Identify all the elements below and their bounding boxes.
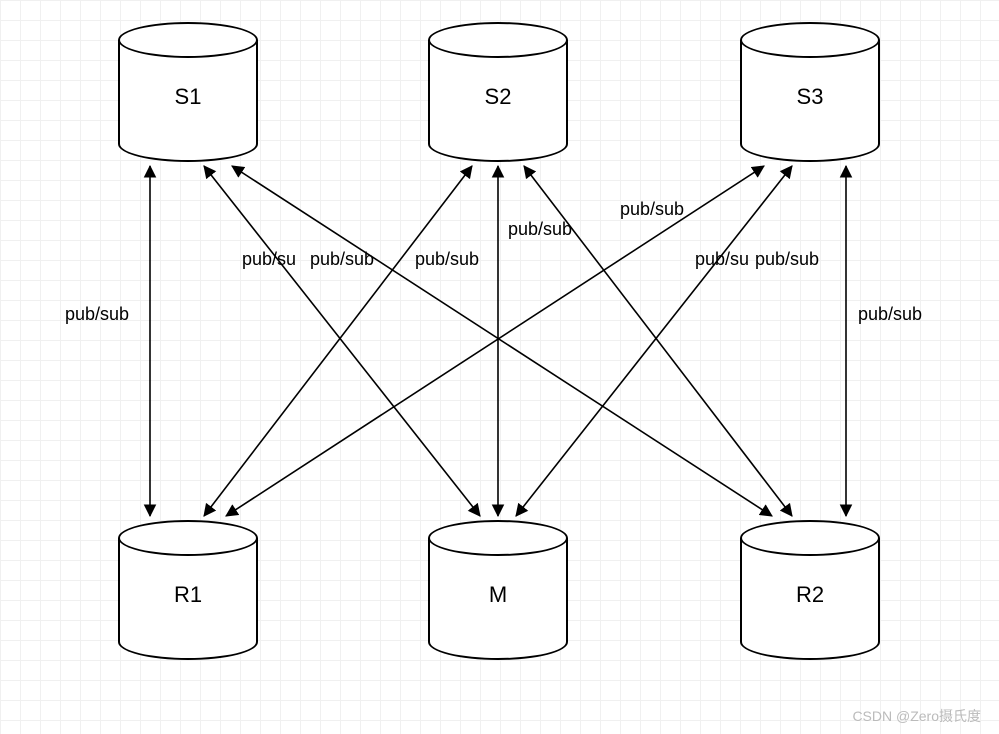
edge-label: pub/sub [65, 304, 129, 324]
edge-label: pub/su [695, 249, 749, 269]
diagram-canvas: pub/sub pub/su pub/sub pub/sub pub/sub pub/su… [0, 0, 999, 734]
edge-label: pub/sub [508, 219, 572, 239]
edge-label: pub/sub [415, 249, 479, 269]
edge-label: pub/sub [755, 249, 819, 269]
node-m: M [428, 520, 568, 660]
edge-S3-M [516, 166, 792, 516]
edge-label: pub/sub [310, 249, 374, 269]
node-m-label: M [428, 582, 568, 608]
edge-S2-R1 [204, 166, 472, 516]
node-s1-label: S1 [118, 84, 258, 110]
edge-S1-M [204, 166, 480, 516]
edge-label: pub/sub [858, 304, 922, 324]
edge-S1-R2 [232, 166, 772, 516]
node-s2: S2 [428, 22, 568, 162]
edge-label: pub/sub [620, 199, 684, 219]
node-r1-label: R1 [118, 582, 258, 608]
node-s3-label: S3 [740, 84, 880, 110]
edge-label: pub/su [242, 249, 296, 269]
node-r1: R1 [118, 520, 258, 660]
node-s2-label: S2 [428, 84, 568, 110]
edge-S2-R2 [524, 166, 792, 516]
node-s1: S1 [118, 22, 258, 162]
watermark: CSDN @Zero摄氏度 [852, 706, 981, 726]
node-r2: R2 [740, 520, 880, 660]
edge-S3-R1 [226, 166, 764, 516]
node-s3: S3 [740, 22, 880, 162]
node-r2-label: R2 [740, 582, 880, 608]
